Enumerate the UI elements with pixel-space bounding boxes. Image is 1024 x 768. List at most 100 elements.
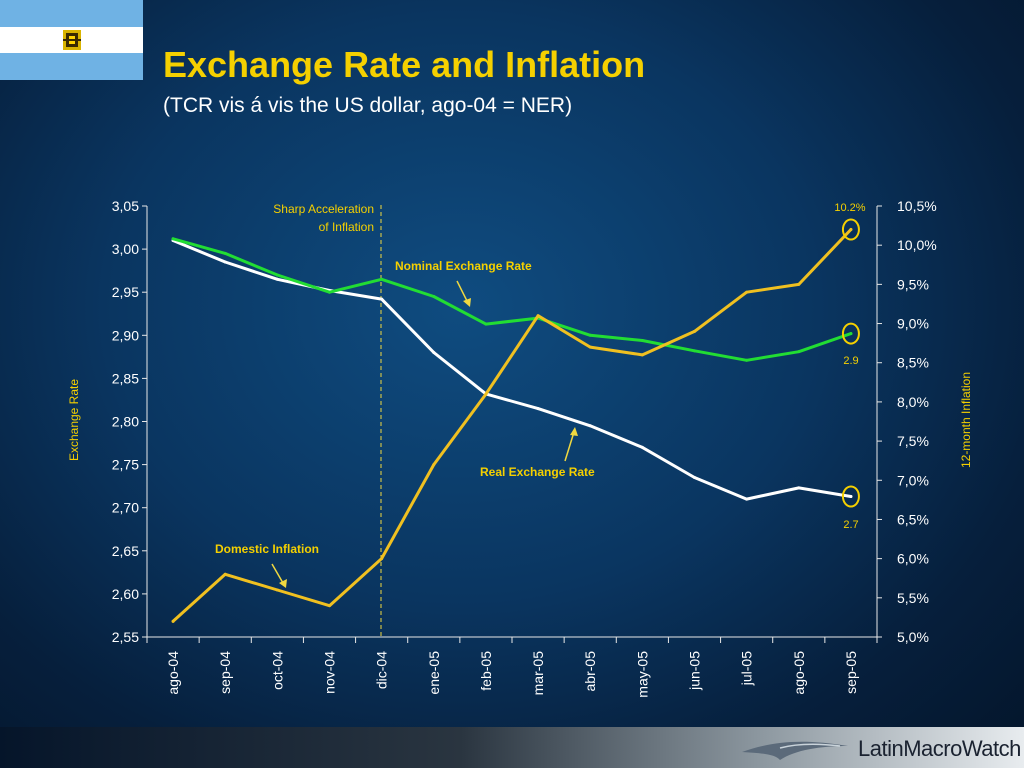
data-point <box>484 392 488 396</box>
series-line-real-exchange-rate <box>171 239 853 501</box>
legend-label-real: Real Exchange Rate <box>480 465 595 479</box>
data-point <box>849 494 853 498</box>
y2-tick-label: 10,5% <box>897 198 937 214</box>
series-line-nominal-exchange-rate <box>171 237 853 362</box>
y2-tick-label: 8,5% <box>897 355 929 371</box>
data-point <box>536 314 540 318</box>
y-tick-label: 2,80 <box>112 414 139 430</box>
data-point <box>275 277 279 281</box>
data-point <box>588 424 592 428</box>
x-tick-label: sep-05 <box>843 651 859 694</box>
y2-tick-label: 6,0% <box>897 551 929 567</box>
y2-tick-label: 10,0% <box>897 237 937 253</box>
annotation-of-inflation: of Inflation <box>319 220 374 234</box>
argentina-flag <box>0 0 143 80</box>
highlight-ring-real <box>841 485 860 508</box>
x-tick-label: ene-05 <box>426 651 442 695</box>
x-tick-label: sep-04 <box>217 651 233 694</box>
data-point <box>797 486 801 490</box>
end-label-inflation: 10.2% <box>834 202 865 214</box>
x-tick-label: mar-05 <box>530 651 546 696</box>
legend-label-inflation: Domestic Inflation <box>215 542 319 556</box>
arrow-inflation <box>271 563 284 584</box>
y2-tick-label: 5,0% <box>897 629 929 645</box>
data-point <box>380 557 384 561</box>
arrow-nominal <box>456 280 469 304</box>
y-axis-label: Exchange Rate <box>67 379 81 461</box>
flag-stripe-bottom <box>0 53 143 80</box>
y-tick-label: 3,00 <box>112 241 139 257</box>
logo-text: LatinMacroWatch <box>858 736 1021 761</box>
y2-tick-label: 6,5% <box>897 511 929 527</box>
x-tick-label: abr-05 <box>582 651 598 692</box>
legend-label-nominal: Nominal Exchange Rate <box>395 259 532 273</box>
data-point <box>484 322 488 326</box>
data-point <box>849 332 853 336</box>
data-point <box>380 297 384 301</box>
y-tick-label: 2,95 <box>112 284 139 300</box>
arrow-real <box>564 431 575 462</box>
data-point <box>693 476 696 480</box>
data-point <box>171 619 175 623</box>
data-point <box>640 338 644 342</box>
y-tick-label: 2,75 <box>112 457 139 473</box>
x-tick-label: dic-04 <box>374 651 390 689</box>
data-point <box>432 351 436 355</box>
y2-tick-label: 9,5% <box>897 276 929 292</box>
data-point <box>171 237 175 241</box>
data-point <box>745 290 749 294</box>
latinmacrowatch-logo: LatinMacroWatch <box>740 730 1024 768</box>
flag-stripe-top <box>0 0 143 27</box>
data-point <box>328 604 331 608</box>
page-title: Exchange Rate and Inflation <box>163 44 646 85</box>
highlight-ring-inflation <box>841 218 860 241</box>
data-point <box>693 329 696 333</box>
series-line-domestic-inflation <box>171 228 853 623</box>
y-tick-label: 2,60 <box>112 586 139 602</box>
data-point <box>745 358 749 362</box>
x-tick-label: jul-05 <box>739 651 755 686</box>
y2-tick-label: 8,0% <box>897 394 929 410</box>
y2-tick-label: 7,5% <box>897 433 929 449</box>
data-point <box>536 407 540 411</box>
data-point <box>223 251 227 255</box>
x-tick-label: oct-04 <box>269 651 285 690</box>
arrow-head-real <box>570 427 578 436</box>
footer-bar <box>0 727 1024 768</box>
data-point <box>693 349 696 353</box>
data-point <box>797 350 801 354</box>
sun-of-may-icon <box>63 30 81 50</box>
data-point <box>432 295 436 299</box>
data-point <box>223 572 227 576</box>
data-point <box>745 497 749 501</box>
x-tick-label: jun-05 <box>687 651 703 691</box>
x-tick-label: nov-04 <box>322 651 338 694</box>
end-label-nominal: 2.9 <box>843 355 858 367</box>
data-point <box>328 290 331 294</box>
y-tick-label: 2,65 <box>112 543 139 559</box>
data-point <box>275 273 279 277</box>
arrow-head-inflation <box>279 579 287 588</box>
y-tick-label: 2,90 <box>112 327 139 343</box>
y2-tick-label: 7,0% <box>897 472 929 488</box>
x-tick-label: feb-05 <box>478 651 494 691</box>
y2-tick-label: 9,0% <box>897 316 929 332</box>
y2-tick-label: 5,5% <box>897 590 929 606</box>
data-point <box>640 445 644 449</box>
data-point <box>223 260 227 264</box>
x-tick-label: ago-04 <box>165 651 181 695</box>
data-point <box>380 277 384 281</box>
flag-stripe-middle <box>0 27 143 53</box>
data-point <box>849 228 853 232</box>
x-tick-label: ago-05 <box>791 651 807 695</box>
x-tick-label: may-05 <box>634 651 650 698</box>
highlight-ring-nominal <box>841 322 860 345</box>
y-tick-label: 2,55 <box>112 629 139 645</box>
end-label-real: 2.7 <box>843 519 858 531</box>
annotation-sharp-acceleration: Sharp Acceleration <box>273 202 374 216</box>
data-point <box>588 333 592 337</box>
y-tick-label: 2,85 <box>112 370 139 386</box>
data-point <box>432 463 436 467</box>
y2-axis-label: 12-month Inflation <box>959 372 973 468</box>
